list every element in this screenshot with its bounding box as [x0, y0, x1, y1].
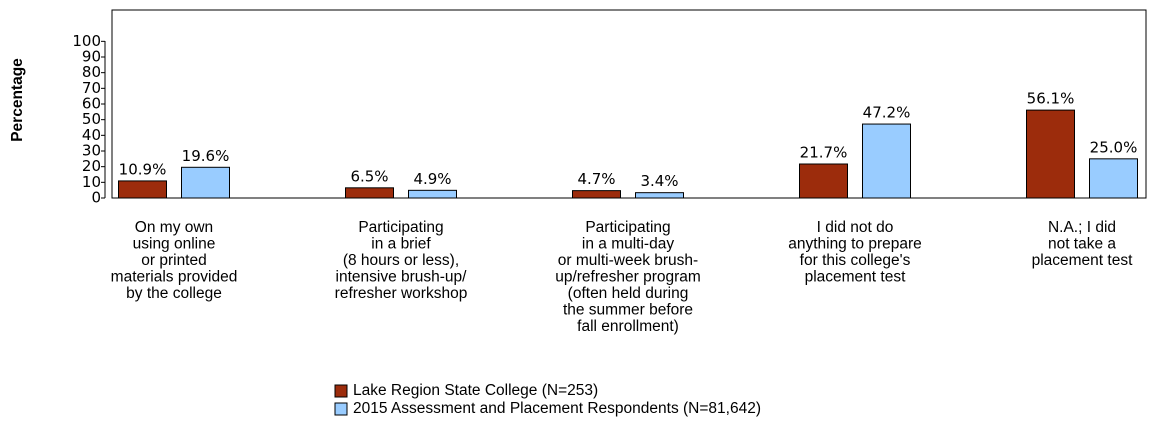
x-tick-label: fall enrollment): [577, 318, 679, 335]
value-label: 19.6%: [182, 147, 230, 165]
x-tick-label: Participating: [358, 219, 443, 236]
y-tick-label: 0: [91, 189, 101, 207]
value-label: 4.9%: [413, 170, 451, 188]
bar: [799, 163, 848, 199]
value-label: 47.2%: [863, 104, 911, 122]
legend-swatch: [334, 402, 348, 416]
bar: [862, 123, 911, 199]
bar: [181, 166, 230, 199]
bar: [1089, 158, 1138, 199]
x-tick-label: placement test: [1032, 252, 1133, 269]
plot-frame: [111, 9, 1147, 199]
legend-label: 2015 Assessment and Placement Respondent…: [353, 400, 761, 417]
y-tick-label: 10: [82, 173, 101, 191]
bar: [572, 190, 621, 199]
value-label: 25.0%: [1090, 138, 1138, 156]
y-axis-label: Percentage: [9, 58, 26, 142]
x-tick-label: (often held during: [568, 285, 689, 302]
y-tick-label: 70: [82, 79, 101, 97]
x-tick-label: in a multi-day: [582, 236, 674, 253]
legend-swatch: [334, 384, 348, 398]
legend-label: Lake Region State College (N=253): [353, 382, 598, 399]
x-tick-label: intensive brush-up/: [336, 269, 468, 286]
x-tick-label: for this college's: [800, 252, 911, 269]
y-tick-label: 20: [82, 157, 101, 175]
value-label: 4.7%: [577, 170, 615, 188]
x-tick-label: using online: [133, 236, 216, 253]
x-tick-label: On my own: [135, 219, 213, 236]
x-tick-label: (8 hours or less),: [343, 252, 459, 269]
bar: [635, 192, 684, 199]
y-tick-label: 40: [82, 126, 101, 144]
value-label: 21.7%: [800, 144, 848, 162]
bar: [118, 180, 167, 199]
x-tick-label: Participating: [585, 219, 670, 236]
x-tick-label: or multi-week brush-: [558, 252, 698, 269]
x-tick-label: not take a: [1048, 236, 1116, 253]
x-tick-label: placement test: [805, 269, 906, 286]
x-tick-label: the summer before: [563, 302, 693, 319]
value-label: 6.5%: [350, 167, 388, 185]
x-tick-label: or printed: [141, 252, 206, 269]
y-tick-label: 60: [82, 95, 101, 113]
x-tick-label: I did not do: [817, 219, 894, 236]
x-tick-label: refresher workshop: [335, 285, 468, 302]
bar: [345, 187, 394, 199]
bar: [1026, 109, 1075, 199]
bar: [408, 189, 457, 199]
y-tick-label: 30: [82, 142, 101, 160]
y-tick-label: 90: [82, 48, 101, 66]
x-tick-label: anything to prepare: [788, 236, 922, 253]
y-tick-label: 50: [82, 110, 101, 128]
value-label: 3.4%: [640, 172, 678, 190]
x-tick-label: N.A.; I did: [1048, 219, 1116, 236]
y-tick-label: 80: [82, 63, 101, 81]
y-tick-label: 100: [72, 32, 101, 50]
x-tick-label: materials provided: [111, 269, 238, 286]
x-tick-label: in a brief: [371, 236, 431, 253]
x-tick-label: by the college: [126, 285, 222, 302]
x-tick-label: up/refresher program: [555, 269, 701, 286]
value-label: 56.1%: [1027, 90, 1075, 108]
value-label: 10.9%: [119, 160, 167, 178]
